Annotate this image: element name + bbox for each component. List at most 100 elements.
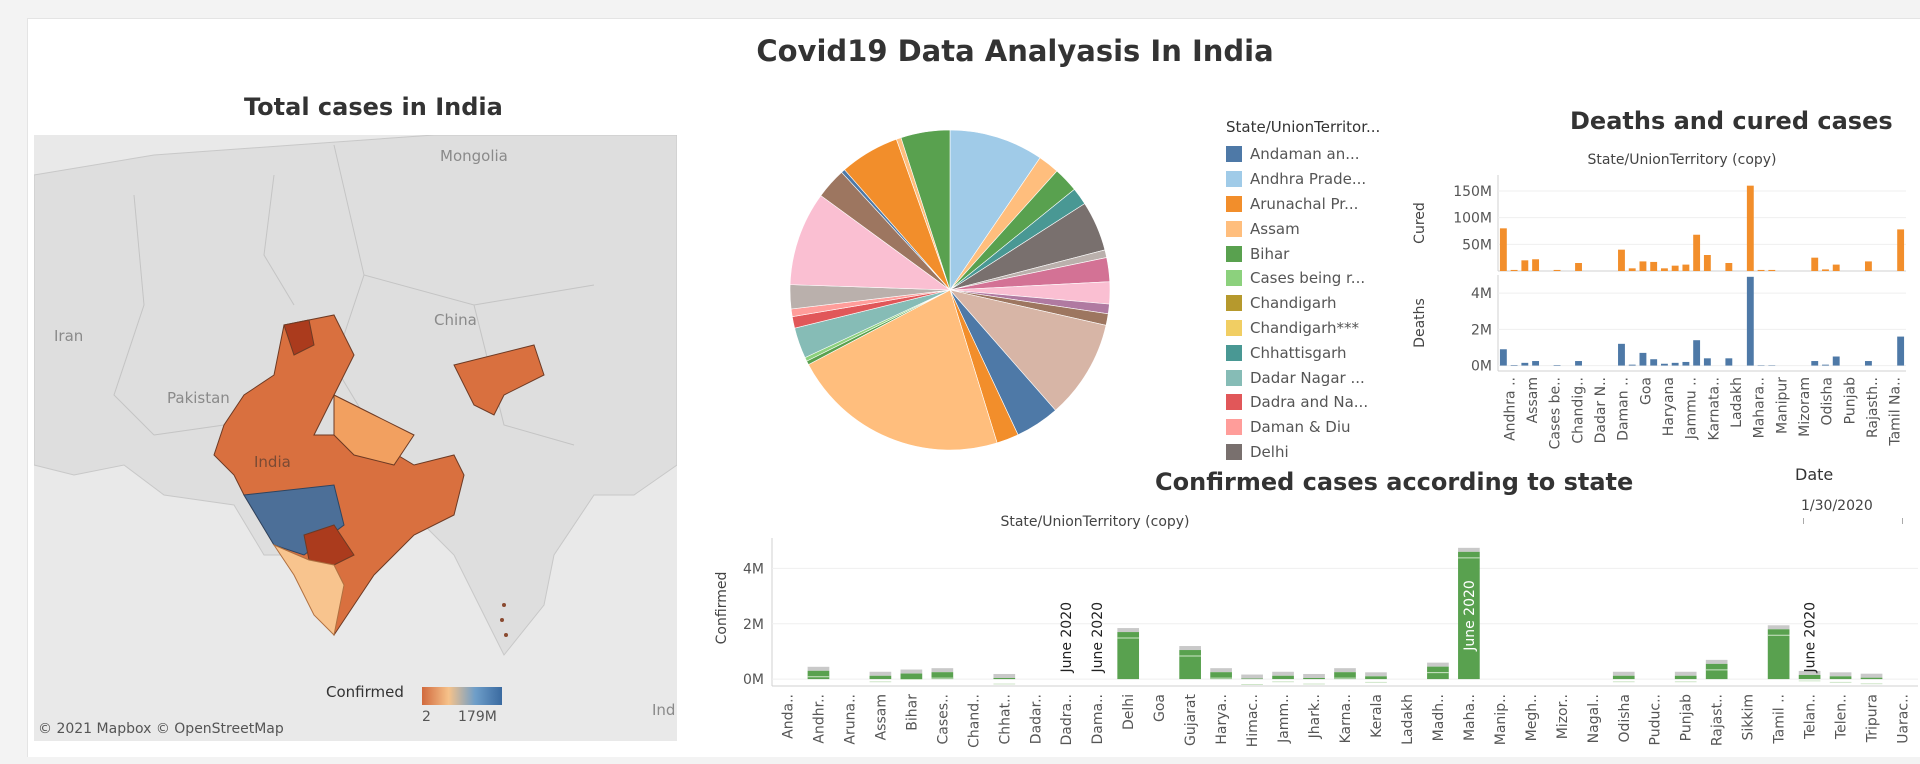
pie-chart[interactable] — [780, 120, 1120, 460]
bar-cap[interactable] — [1798, 670, 1821, 675]
bar-cured[interactable] — [1682, 264, 1690, 271]
pie-legend-item[interactable]: Chandigarh — [1226, 291, 1386, 316]
bar-confirmed[interactable] — [1117, 632, 1140, 680]
bar-cured[interactable] — [1725, 263, 1733, 271]
bar-deaths[interactable] — [1628, 364, 1636, 366]
bar-deaths[interactable] — [1746, 276, 1754, 366]
bar-cap[interactable] — [1829, 672, 1852, 677]
bar-deaths[interactable] — [1703, 358, 1711, 366]
bar-cured[interactable] — [1897, 229, 1905, 271]
pie-slice-20[interactable] — [789, 195, 951, 291]
bar-deaths[interactable] — [1682, 361, 1690, 366]
bar-cap[interactable] — [1860, 673, 1883, 678]
bar-deaths[interactable] — [1499, 349, 1507, 366]
pie-slice-25[interactable] — [900, 129, 951, 291]
bar-cap[interactable] — [1365, 672, 1387, 677]
bar-cap[interactable] — [807, 666, 830, 671]
bar-cured[interactable] — [1768, 269, 1776, 271]
map-copyright[interactable]: © 2021 Mapbox © OpenStreetMap — [38, 721, 284, 737]
deaths-cured-chart[interactable]: State/UnionTerritory (copy) 50M 100M 150M Cu… — [1400, 145, 1910, 465]
bar-confirmed[interactable] — [1210, 672, 1232, 680]
pie-legend-item[interactable]: Chhattisgarh — [1226, 340, 1386, 365]
bar-cap[interactable] — [869, 671, 892, 676]
bar-cured[interactable] — [1510, 269, 1518, 271]
bar-deaths[interactable] — [1510, 365, 1518, 366]
pie-legend-item[interactable]: Andhra Prade... — [1226, 167, 1386, 192]
pie-legend-item[interactable]: Delhi — [1226, 440, 1386, 460]
bar-deaths[interactable] — [1822, 364, 1829, 366]
pie-legend-item[interactable]: Arunachal Pr... — [1226, 192, 1386, 217]
bar-cap[interactable] — [1334, 668, 1356, 673]
bar-cap[interactable] — [1767, 625, 1790, 630]
bar-cured[interactable] — [1521, 260, 1529, 271]
bar-deaths[interactable] — [1864, 361, 1872, 366]
bar-confirmed[interactable] — [1303, 677, 1325, 680]
date-filter-slider[interactable] — [1803, 518, 1903, 524]
pie-slice-13[interactable] — [808, 289, 998, 451]
bar-confirmed[interactable] — [1241, 678, 1263, 680]
pie-legend-item[interactable]: Chandigarh*** — [1226, 316, 1386, 341]
bar-cured[interactable] — [1575, 263, 1582, 271]
bar-cured[interactable] — [1660, 268, 1668, 271]
bar-confirmed[interactable] — [900, 673, 923, 680]
bar-cured[interactable] — [1553, 269, 1561, 271]
bar-confirmed[interactable] — [1458, 551, 1480, 680]
bar-cured[interactable] — [1650, 261, 1658, 271]
bar-cured[interactable] — [1811, 257, 1819, 271]
bar-cap[interactable] — [1458, 547, 1480, 552]
bar-cap[interactable] — [1117, 628, 1140, 633]
pie-legend-item[interactable]: Daman & Diu — [1226, 415, 1386, 440]
pie-legend-item[interactable]: Andaman an... — [1226, 142, 1386, 167]
bar-cured[interactable] — [1864, 261, 1872, 271]
bar-confirmed[interactable] — [869, 675, 892, 680]
bar-deaths[interactable] — [1521, 362, 1529, 366]
bar-confirmed[interactable] — [931, 672, 954, 680]
bar-cap[interactable] — [1179, 646, 1201, 651]
bar-deaths[interactable] — [1650, 359, 1658, 366]
bar-deaths[interactable] — [1660, 363, 1668, 366]
bar-confirmed[interactable] — [1767, 629, 1790, 680]
bar-cured[interactable] — [1757, 269, 1765, 271]
bar-cured[interactable] — [1703, 255, 1711, 271]
bar-confirmed[interactable] — [1272, 675, 1294, 680]
bar-confirmed[interactable] — [1612, 675, 1635, 680]
bar-cured[interactable] — [1822, 269, 1829, 271]
bar-confirmed[interactable] — [1674, 675, 1697, 680]
bar-deaths[interactable] — [1811, 361, 1819, 366]
bar-deaths[interactable] — [1897, 336, 1905, 366]
bar-deaths[interactable] — [1618, 343, 1625, 366]
bar-cured[interactable] — [1639, 261, 1647, 271]
bar-deaths[interactable] — [1532, 361, 1540, 366]
bar-deaths[interactable] — [1575, 361, 1582, 366]
bar-cap[interactable] — [993, 673, 1016, 678]
bar-confirmed[interactable] — [807, 670, 830, 680]
bar-confirmed[interactable] — [1365, 676, 1387, 680]
bar-deaths[interactable] — [1725, 358, 1733, 366]
pie-slice-10[interactable] — [949, 289, 1107, 411]
bar-confirmed[interactable] — [1829, 676, 1852, 680]
bar-deaths[interactable] — [1832, 356, 1840, 366]
date-filter[interactable]: Date 1/30/2020 — [1795, 465, 1915, 524]
pie-legend-item[interactable]: Bihar — [1226, 241, 1386, 266]
india-map[interactable]: Mongolia China Iran Pakistan India Ind ©… — [34, 135, 677, 741]
bar-confirmed[interactable] — [1334, 672, 1356, 680]
bar-cured[interactable] — [1628, 268, 1636, 271]
pie-slice-0[interactable] — [949, 129, 1041, 291]
bar-deaths[interactable] — [1671, 362, 1679, 366]
bar-deaths[interactable] — [1553, 365, 1561, 366]
bar-cured[interactable] — [1499, 228, 1507, 271]
pie-legend-item[interactable]: Dadra and Na... — [1226, 390, 1386, 415]
pie-legend[interactable]: State/UnionTerritor... Andaman an... Andh… — [1226, 118, 1386, 460]
bar-cap[interactable] — [1705, 659, 1728, 664]
bar-confirmed[interactable] — [1705, 663, 1728, 680]
bar-cap[interactable] — [1210, 668, 1232, 673]
bar-cap[interactable] — [931, 668, 954, 673]
bar-cap[interactable] — [1303, 673, 1325, 678]
bar-cured[interactable] — [1618, 249, 1625, 271]
date-filter-value[interactable]: 1/30/2020 — [1801, 498, 1873, 514]
bar-cured[interactable] — [1532, 259, 1540, 271]
bar-confirmed[interactable] — [993, 677, 1016, 680]
confirmed-chart[interactable]: State/UnionTerritory (copy) 0M 2M 4M Confirm… — [700, 500, 1920, 764]
bar-cured[interactable] — [1832, 264, 1840, 271]
bar-cap[interactable] — [1674, 671, 1697, 676]
